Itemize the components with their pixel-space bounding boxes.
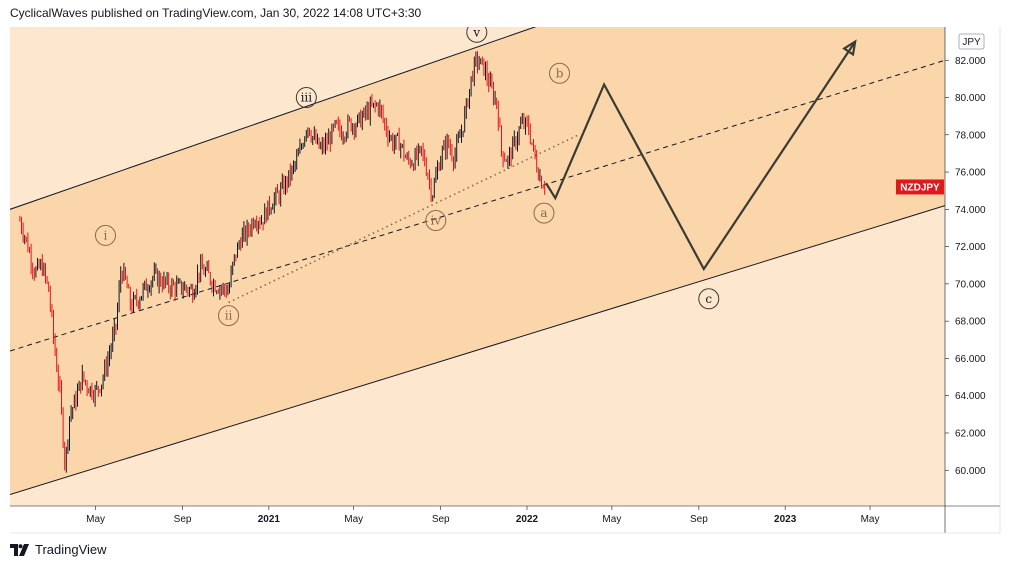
wave-label: b [549, 62, 571, 84]
wave-label-text: iv [430, 214, 441, 228]
x-tick-label: 2022 [516, 514, 539, 525]
wave-label-text: i [104, 228, 108, 242]
wave-label-text: b [556, 66, 564, 80]
y-tick-label: 64.000 [955, 391, 986, 402]
channel-mid-dashed-line [10, 59, 945, 352]
y-tick-label: 74.000 [955, 205, 986, 216]
x-tick-label: May [344, 514, 363, 525]
x-tick-label: Sep [174, 514, 192, 525]
channel-lower-line [10, 205, 945, 495]
y-tick-label: 80.000 [955, 93, 986, 104]
projection-path [545, 41, 857, 272]
projection-arrow-icon [842, 39, 857, 57]
wave-label: iii [295, 87, 317, 109]
wave-label: a [533, 202, 555, 224]
tradingview-logo-icon [10, 543, 29, 556]
price-candles [19, 51, 546, 473]
y-tick-label: 76.000 [955, 168, 986, 179]
x-tick-label: 2023 [774, 514, 797, 525]
wave-label-text: a [540, 206, 547, 220]
channel-inner-band [10, 27, 945, 495]
y-tick-label: 72.000 [955, 242, 986, 253]
price-axis: 82.000 80.000 78.000 76.000 74.000 72.000 70.0… [945, 56, 986, 477]
wave-label-text: ii [225, 309, 233, 323]
wave-label-text: iii [301, 91, 313, 105]
y-tick-label: 66.000 [955, 354, 986, 365]
time-axis: May Sep 2021 May Sep 2022 May Sep 2023 May [86, 506, 879, 525]
x-tick-label: 2021 [258, 514, 281, 525]
wave-label: v [466, 25, 488, 43]
currency-label: JPY [958, 33, 985, 50]
x-tick-label: Sep [432, 514, 450, 525]
publisher-line: CyclicalWaves published on TradingView.c… [10, 6, 422, 20]
y-tick-label: 62.000 [955, 428, 986, 439]
channel-upper-line [10, 27, 537, 210]
y-tick-label: 78.000 [955, 130, 986, 141]
badge-symbol: NZDJPY [900, 182, 940, 193]
x-tick-label: May [861, 514, 880, 525]
last-price-badge: NZDJPY [896, 179, 944, 195]
x-tick-label: May [86, 514, 105, 525]
wave-label: i [94, 224, 116, 246]
footer: TradingView [10, 542, 107, 557]
y-tick-label: 82.000 [955, 56, 986, 67]
tradingview-brand: TradingView [35, 542, 107, 557]
currency-text: JPY [962, 37, 981, 48]
y-tick-label: 68.000 [955, 317, 986, 328]
x-tick-label: May [602, 514, 621, 525]
wave-label-text: c [705, 292, 712, 306]
y-tick-label: 60.000 [955, 466, 986, 477]
wave-label-text: v [472, 25, 480, 39]
x-tick-label: Sep [690, 514, 708, 525]
wave-label: ii [218, 305, 240, 327]
wave-label: c [698, 288, 720, 310]
wave-label: iv [425, 210, 447, 232]
y-tick-label: 70.000 [955, 279, 986, 290]
